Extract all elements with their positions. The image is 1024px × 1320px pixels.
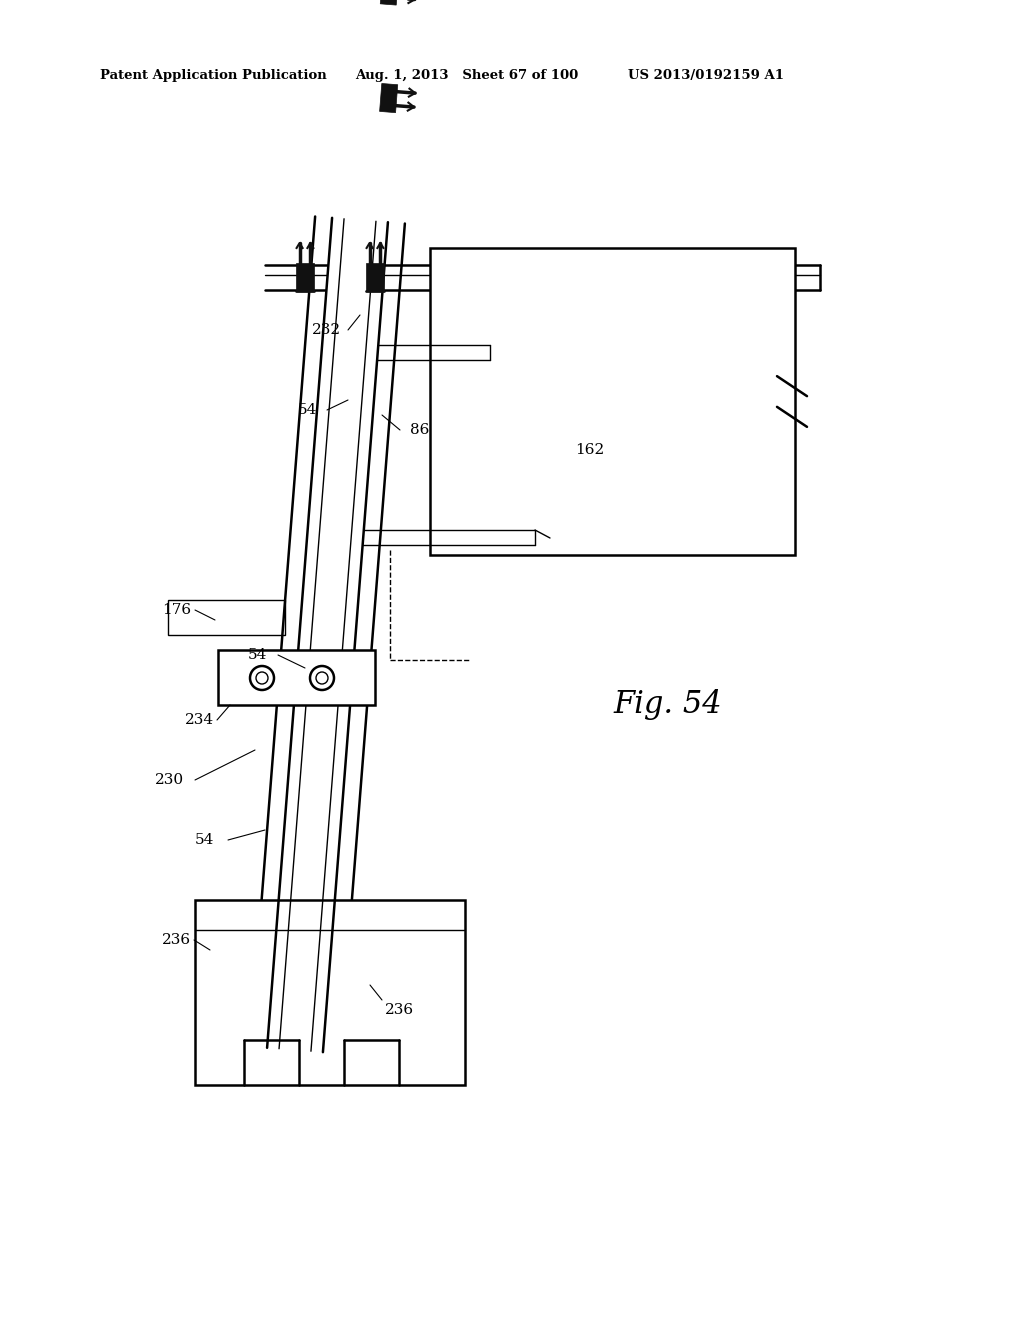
Text: 86: 86: [410, 422, 429, 437]
Text: 176: 176: [162, 603, 191, 616]
Bar: [218, 649, 375, 705]
Text: Aug. 1, 2013   Sheet 67 of 100: Aug. 1, 2013 Sheet 67 of 100: [355, 69, 579, 82]
Text: Patent Application Publication: Patent Application Publication: [100, 69, 327, 82]
Polygon shape: [267, 218, 388, 1052]
Text: 162: 162: [575, 444, 604, 457]
Bar: [195, 900, 465, 1085]
Text: 54: 54: [195, 833, 214, 847]
Polygon shape: [296, 263, 314, 290]
Bar: [168, 601, 285, 635]
Polygon shape: [366, 263, 384, 290]
Text: 236: 236: [162, 933, 191, 946]
Polygon shape: [380, 83, 397, 112]
Text: 234: 234: [185, 713, 214, 727]
Polygon shape: [380, 0, 398, 5]
Text: 54: 54: [248, 648, 267, 663]
Text: Fig. 54: Fig. 54: [613, 689, 722, 721]
Bar: [430, 248, 795, 554]
Text: 236: 236: [385, 1003, 414, 1016]
Text: 54: 54: [298, 403, 317, 417]
Text: 232: 232: [312, 323, 341, 337]
Text: US 2013/0192159 A1: US 2013/0192159 A1: [628, 69, 784, 82]
Text: 230: 230: [155, 774, 184, 787]
